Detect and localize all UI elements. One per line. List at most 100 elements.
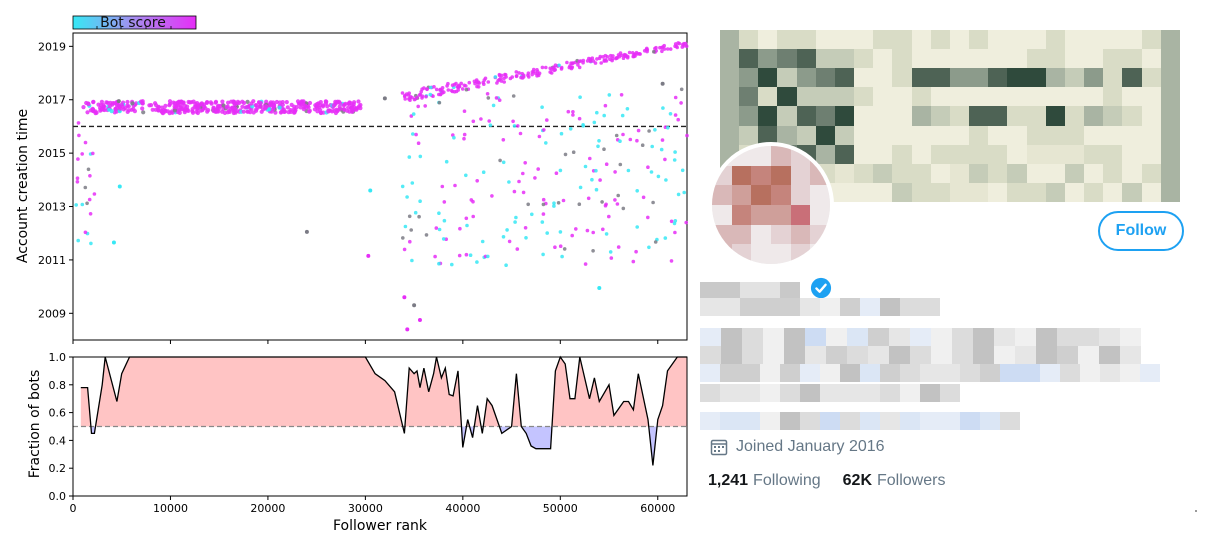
banner-pixel: [834, 163, 855, 183]
scatter-point: [665, 47, 670, 51]
scatter-point: [569, 66, 574, 71]
banner-pixel: [873, 144, 893, 164]
banner-pixel: [930, 30, 950, 50]
banner-pixel: [739, 30, 759, 50]
scatter-point: [669, 219, 674, 224]
banner-pixel: [1064, 144, 1085, 164]
scatter-point: [544, 141, 548, 145]
avatar-pixel: [770, 185, 791, 205]
followers-count[interactable]: 62K: [842, 472, 872, 489]
following-count[interactable]: 1,241: [708, 472, 749, 489]
banner-pixel: [1084, 87, 1104, 107]
scatter-point: [588, 59, 593, 64]
banner-pixel: [815, 106, 835, 126]
blurred-text-block: [1140, 364, 1160, 382]
blurred-text-block: [760, 282, 780, 302]
banner-pixel: [1122, 30, 1142, 50]
blurred-text-block: [700, 412, 720, 430]
blurred-text-block: [780, 412, 800, 430]
banner-pixel: [1045, 68, 1065, 88]
banner-pixel: [834, 106, 855, 126]
scatter-point: [618, 139, 622, 143]
scatter-point: [225, 104, 230, 109]
blurred-text-block: [760, 412, 780, 430]
blurred-text-block: [1100, 364, 1120, 382]
scatter-point: [271, 102, 277, 107]
blurred-text-block: [1040, 364, 1060, 382]
scatter-point: [616, 245, 621, 249]
scatter-point: [540, 65, 545, 70]
followers-label[interactable]: Followers: [877, 472, 946, 489]
joined-text: Joined January 2016: [736, 438, 885, 455]
scatter-point: [514, 215, 518, 220]
banner-pixel: [1064, 30, 1085, 50]
avatar[interactable]: [708, 142, 834, 268]
banner-pixel: [1045, 163, 1065, 183]
blurred-text-block: [700, 346, 721, 364]
blurred-text-block: [740, 412, 760, 430]
scatter-point: [613, 198, 617, 202]
scatter-point: [634, 249, 638, 254]
scatter-point: [111, 240, 116, 245]
bio-line-blurred: [700, 346, 1141, 364]
scatter-point: [167, 99, 173, 104]
scatter-point: [608, 53, 613, 58]
scatter-point: [646, 165, 650, 169]
scatter-point: [368, 188, 373, 193]
banner-pixel: [815, 87, 835, 107]
banner-pixel: [1084, 106, 1104, 126]
scatter-point: [631, 259, 636, 264]
scatter-point: [635, 138, 639, 143]
scatter-point: [557, 63, 561, 68]
y-tick-label: 0.8: [49, 379, 67, 392]
scatter-point: [141, 110, 146, 115]
scatter-point: [452, 135, 456, 140]
avatar-pixel: [770, 224, 791, 245]
banner-pixel: [796, 49, 816, 69]
joined-date: Joined January 2016: [710, 438, 885, 456]
blurred-text-block: [920, 412, 940, 430]
scatter-point: [181, 100, 186, 105]
scatter-point: [116, 99, 121, 104]
scatter-point: [208, 100, 213, 105]
scatter-point: [616, 193, 620, 198]
scatter-point: [405, 195, 409, 199]
following-label[interactable]: Following: [753, 472, 821, 489]
blurred-text-block: [1078, 346, 1099, 364]
scatter-point: [410, 258, 414, 263]
scatter-point: [591, 59, 596, 63]
banner-pixel: [720, 106, 740, 126]
banner-pixel: [873, 125, 893, 145]
x-tick-label: 50000: [543, 502, 578, 515]
scatter-point: [331, 103, 336, 108]
scatter-point: [216, 106, 221, 111]
follow-button[interactable]: Follow: [1098, 211, 1184, 251]
scatter-point: [483, 76, 488, 81]
blurred-text-block: [740, 282, 760, 302]
scatter-point: [402, 247, 407, 252]
avatar-pixel: [770, 165, 791, 186]
scatter-point: [660, 45, 664, 50]
blurred-text-block: [860, 364, 880, 382]
banner-pixel: [1064, 182, 1085, 202]
banner-pixel: [1064, 87, 1085, 107]
blurred-text-block: [940, 384, 960, 402]
scatter-point: [429, 85, 433, 90]
blurred-text-block: [740, 384, 760, 402]
blurred-text-block: [1099, 346, 1120, 364]
banner-pixel: [930, 125, 950, 145]
banner-pixel: [739, 125, 759, 145]
scatter-point: [415, 95, 419, 100]
scatter-point: [533, 71, 538, 75]
scatter-point: [366, 253, 371, 258]
scatter-point: [679, 87, 684, 92]
banner-pixel: [930, 182, 950, 202]
bio-line-blurred: [700, 328, 1141, 346]
scatter-point: [583, 262, 588, 266]
banner-pixel: [1103, 125, 1123, 145]
scatter-point: [613, 170, 617, 174]
blurred-text-block: [920, 298, 940, 316]
blurred-text-block: [760, 364, 780, 382]
banner-pixel: [1064, 163, 1085, 183]
banner-pixel: [988, 144, 1008, 164]
